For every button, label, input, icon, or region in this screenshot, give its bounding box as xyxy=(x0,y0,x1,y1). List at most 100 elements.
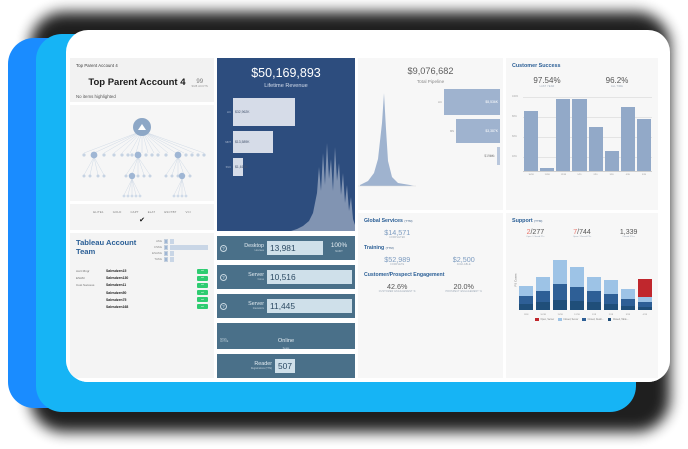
legend-item-closed-server[interactable]: Closed, Server xyxy=(558,317,578,322)
account-hierarchy-tree[interactable] xyxy=(70,105,214,201)
lifetime-revenue-label: Lifetime Revenue xyxy=(264,83,308,89)
support-p1: 2/277 Open / Closed P1s xyxy=(512,229,559,239)
legend-swatch xyxy=(607,317,612,322)
bar-label: SVC xyxy=(225,165,231,169)
status-badge: ext xyxy=(197,276,208,281)
tab-esctbt[interactable]: ESCTBT xyxy=(164,210,177,214)
member-name: Salesdzen50 xyxy=(106,290,127,295)
tab-elite1[interactable]: ELITE1 xyxy=(93,210,104,214)
support-chart-bars: 9/18 10/18 11/18 xyxy=(519,243,652,317)
stacked-bar[interactable]: 10/18 xyxy=(535,276,551,316)
count-chip-ams xyxy=(164,239,168,244)
bar[interactable]: 12/18 xyxy=(556,99,571,176)
bar[interactable]: 3/19 xyxy=(604,151,619,176)
customer-success-chart[interactable]: 100% 80% 60% 40% 10/18 11/18 12/18 1/19 … xyxy=(512,93,652,177)
prospect-engagement: 20.0% PROSPECT ENGAGEMENT % xyxy=(431,282,498,293)
list-item[interactable]: Acct Mngr Salesdzen15 ext xyxy=(76,269,208,274)
kpi-reader-registrations[interactable]: Reader Registrations (TTM) 507 xyxy=(217,354,355,378)
list-item[interactable]: Cust Success Salesdzen11 ext xyxy=(76,283,208,288)
member-role: Cust Success xyxy=(76,283,95,288)
ttm-tag: (TTM) xyxy=(534,219,543,223)
list-item[interactable]: ESAM Salesdzen130 ext xyxy=(76,276,208,281)
stacked-bar[interactable]: 11/18 xyxy=(552,259,568,316)
stacked-bar[interactable]: 1/19 xyxy=(586,276,602,316)
help-icon[interactable]: ? xyxy=(220,244,227,252)
count-row: TAMs xyxy=(146,257,208,262)
stacked-bar[interactable]: 3/19 xyxy=(620,288,636,316)
account-tab-bar[interactable]: ELITE1 GOLD CAPT ELAT ESCTBT VCI ✔ xyxy=(70,204,214,230)
kpi-server-interactors[interactable]: ? Server Interactors 11,445 xyxy=(217,294,355,318)
kpi-value-box: 13,981 xyxy=(267,241,323,255)
training-complete: $52,989 COMPLETE xyxy=(364,255,431,266)
list-item[interactable]: Salesdzen168 ext xyxy=(76,304,208,309)
tab-gold[interactable]: GOLD xyxy=(112,210,122,214)
legend-swatch xyxy=(535,317,539,322)
support-chart[interactable]: P3 Cases 9/18 10/18 xyxy=(512,243,652,317)
tab-elat[interactable]: ELAT xyxy=(147,210,156,214)
bar[interactable]: 5/19 xyxy=(636,119,651,176)
bar-row: LIC $32,962K xyxy=(221,98,355,126)
legend-label: Closed, Deskt... xyxy=(587,318,604,321)
list-item[interactable]: Salesdzen75 ext xyxy=(76,297,208,302)
sub-accounts-badge: 99 SUB ACCTS xyxy=(191,79,208,88)
bar-label: LIC xyxy=(437,100,442,104)
stacked-bar[interactable]: 2/19 xyxy=(603,279,619,316)
ytick: 100% xyxy=(512,94,519,98)
online-active-label: ACTIVE xyxy=(220,341,229,344)
count-chip-tams xyxy=(164,257,168,262)
bar[interactable]: 2/19 xyxy=(588,127,603,176)
kpi-subtitle: Licenses xyxy=(254,249,264,253)
status-badge: ext xyxy=(197,269,208,274)
p2-sep: / xyxy=(577,229,580,236)
list-item[interactable]: Salesdzen50 ext xyxy=(76,290,208,295)
kpi-label: Server Interactors xyxy=(230,301,264,311)
kpi-value-box: 10,516 xyxy=(267,270,352,284)
ytick: 80% xyxy=(512,114,517,118)
online-title: Online xyxy=(277,338,295,344)
legend-item-closed-tableau[interactable]: Closed, Table... xyxy=(607,317,629,322)
bar[interactable]: 11/18 xyxy=(540,168,555,176)
kpi-desktop-licenses[interactable]: ? Desktop Licenses 13,981 100% MAINT xyxy=(217,236,355,260)
member-name: Salesdzen130 xyxy=(106,276,129,281)
bar[interactable]: 10/18 xyxy=(524,111,539,176)
customer-success-panel: Customer Success 97.54% LAST YEAR 96.2% … xyxy=(506,58,658,210)
help-icon[interactable]: ? xyxy=(220,302,227,310)
kpi-server-cores[interactable]: ? Server Cores 10,516 xyxy=(217,265,355,289)
tab-capt[interactable]: CAPT xyxy=(130,210,139,214)
help-icon[interactable]: ? xyxy=(220,273,227,281)
support-p2: 7/744 Open / Closed P2s xyxy=(559,229,606,239)
bar-label: MN xyxy=(449,129,454,133)
chart-gridlines: 100% 80% 60% 40% xyxy=(512,93,652,177)
cs-all-time-value: 96.2% xyxy=(605,76,629,85)
bar-lic: $32,962K xyxy=(233,98,295,126)
legend-swatch xyxy=(582,317,587,322)
breadcrumb[interactable]: Top Parent Account 4 xyxy=(76,63,118,68)
global-services-spacer xyxy=(431,228,498,239)
bar-row: MNT $13,589K xyxy=(221,131,355,153)
count-bar-esams xyxy=(170,251,174,256)
checkmark-icon: ✔ xyxy=(139,217,145,224)
bar[interactable]: 4/19 xyxy=(620,107,635,176)
bar-value: $3,387K xyxy=(485,129,498,133)
stacked-bar[interactable]: 4/19 xyxy=(637,278,652,316)
legend-item-closed-desktop[interactable]: Closed, Deskt... xyxy=(582,317,604,322)
count-label-esams: ESAMs xyxy=(151,251,162,256)
count-label-csms: CSMs xyxy=(153,245,162,250)
training-available-value: $2,500 xyxy=(452,255,475,264)
member-name: Salesdzen11 xyxy=(106,283,127,288)
stacked-bar[interactable]: 12/18 xyxy=(569,266,585,316)
bar[interactable]: 1/19 xyxy=(572,99,587,176)
kpi-online-seats[interactable]: Online Seats SITES ACTIVE xyxy=(217,323,355,350)
online-label: Online Seats xyxy=(217,323,355,350)
legend-item-open-server[interactable]: Open, Server xyxy=(535,317,554,322)
kpi-maint-value: 100% xyxy=(330,242,348,250)
team-member-list: Acct Mngr Salesdzen15 ext ESAM Salesdzen… xyxy=(76,269,208,309)
chart-bars: 10/18 11/18 12/18 1/19 2/19 3/19 4/19 5/… xyxy=(524,95,651,176)
kpi-value: 11,445 xyxy=(270,301,295,311)
tab-vci[interactable]: VCI xyxy=(185,210,191,214)
p2-open: 7 xyxy=(573,229,578,236)
prospect-engagement-value: 20.0% xyxy=(453,282,474,291)
kpi-subtitle: Interactors xyxy=(252,307,264,311)
stacked-bar[interactable]: 9/18 xyxy=(519,285,534,316)
count-row: ESAMs xyxy=(146,251,208,256)
